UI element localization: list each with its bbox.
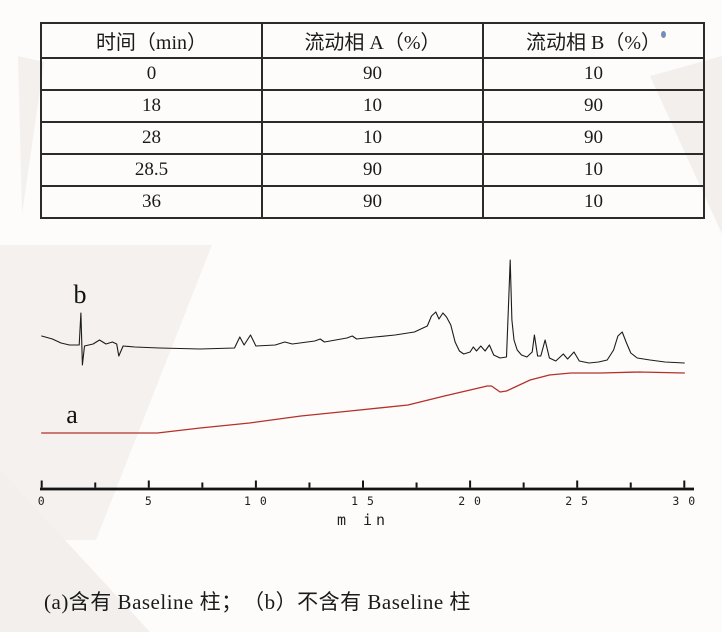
- x-axis-title: m in: [337, 511, 389, 529]
- x-axis-minor-tick: [308, 482, 311, 488]
- x-axis-tick-label: 1 5: [351, 494, 375, 508]
- table-cell: 36: [40, 185, 263, 219]
- x-axis-minor-tick: [201, 482, 204, 488]
- x-axis-major-tick: [469, 480, 472, 488]
- gradient-program-table: 时间（min） 流动相 A（%） 流动相 B（%） 0 90 10 18 10 90 28 10 9…: [40, 22, 705, 219]
- x-axis-tick-label: 5: [145, 494, 153, 508]
- watermark-band-middle: [0, 245, 212, 540]
- x-axis-major-tick: [147, 480, 150, 488]
- table-cell: 10: [482, 185, 705, 219]
- x-axis-minor-tick: [629, 482, 632, 488]
- x-axis-tick-label: 2 5: [565, 494, 589, 508]
- table-cell: 10: [482, 153, 705, 187]
- x-axis-minor-tick: [94, 482, 97, 488]
- table-cell: 10: [482, 57, 705, 91]
- trace-label-b: b: [74, 280, 87, 309]
- trace-label-a: a: [66, 400, 78, 429]
- gradient-table-head: 时间（min） 流动相 A（%） 流动相 B（%）: [40, 22, 705, 59]
- x-axis-major-tick: [254, 480, 257, 488]
- x-axis-line: [40, 487, 694, 491]
- table-row: 28.5 90 10: [40, 153, 705, 187]
- header-row: 时间（min） 流动相 A（%） 流动相 B（%）: [40, 22, 705, 59]
- trace-a: [41, 371, 685, 434]
- x-axis-minor-tick: [415, 482, 418, 488]
- scan-artifact-dot: [661, 31, 666, 38]
- x-axis-tick-label: 1 0: [244, 494, 268, 508]
- x-axis-tick-label: 3 0: [672, 494, 696, 508]
- table-cell: 28.5: [40, 153, 263, 187]
- table-row: 18 10 90: [40, 89, 705, 123]
- watermark-triangle-left: [18, 56, 44, 214]
- x-axis-major-tick: [40, 480, 43, 488]
- table-cell: 18: [40, 89, 263, 123]
- col-header-0: 时间（min）: [40, 22, 263, 59]
- trace-b: [41, 259, 685, 366]
- table-cell: 10: [261, 89, 484, 123]
- x-axis-major-tick: [362, 480, 364, 488]
- x-axis-major-tick: [576, 480, 579, 488]
- table-cell: 90: [261, 153, 484, 187]
- figure-caption: (a)含有 Baseline 柱； （b）不含有 Baseline 柱: [44, 590, 471, 614]
- watermark-triangle-bottom-left: [0, 470, 150, 632]
- table-row: 0 90 10: [40, 57, 705, 91]
- table-cell: 90: [261, 185, 484, 219]
- x-axis-minor-tick: [522, 482, 525, 488]
- col-header-2: 流动相 B（%）: [482, 22, 705, 59]
- table-cell: 0: [40, 57, 263, 91]
- table-cell: 90: [482, 121, 705, 155]
- x-axis-tick-label: 2 0: [458, 494, 482, 508]
- gradient-table-body: 0 90 10 18 10 90 28 10 90 28.5 90 10 36 90 10: [40, 57, 705, 219]
- table-cell: 28: [40, 121, 263, 155]
- table-cell: 90: [482, 89, 705, 123]
- x-axis-major-tick: [683, 480, 686, 488]
- col-header-1: 流动相 A（%）: [261, 22, 484, 59]
- table-cell: 10: [261, 121, 484, 155]
- x-axis-tick-label: 0: [38, 494, 46, 508]
- table-row: 28 10 90: [40, 121, 705, 155]
- table-cell: 90: [261, 57, 484, 91]
- table-row: 36 90 10: [40, 185, 705, 219]
